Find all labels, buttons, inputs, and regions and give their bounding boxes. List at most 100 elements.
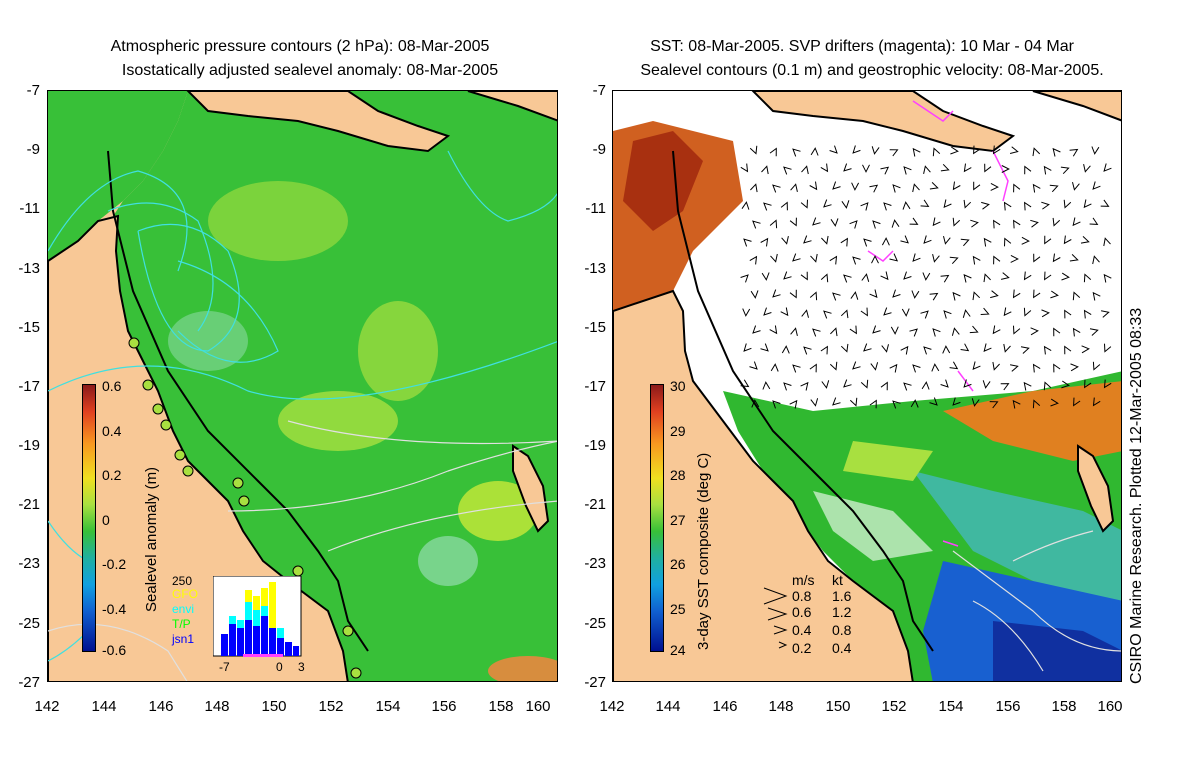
left-ytick-9: -25 [18,615,40,632]
velocity-arrow [743,238,752,247]
velocity-arrow [1069,254,1079,262]
velocity-arrow [840,237,848,247]
left-ytick-8: -23 [18,555,40,572]
velocity-arrow [1003,201,1012,211]
right-ytick-8: -23 [584,555,606,572]
velocity-arrow [892,289,901,298]
left-ytick-10: -27 [18,674,40,691]
velocity-arrow [792,148,801,157]
histogram-xtick-2: 3 [298,660,305,674]
velocity-arrow [880,271,889,281]
velocity-arrow [1044,271,1052,281]
velocity-arrow [863,238,872,247]
velocity-arrow [1100,199,1110,207]
velocity-arrow [829,145,838,154]
velocity-arrow [971,398,980,407]
velocity-arrow [912,183,920,193]
velocity-arrow [850,291,859,300]
velocity-arrow [1081,345,1090,354]
velocity-arrow [770,363,779,372]
velocity-arrow [940,274,950,283]
velocity-arrow [931,363,940,372]
left-ytick-0: -7 [26,82,40,99]
velocity-arrow [920,199,930,207]
velocity-arrow [772,400,781,409]
velocity-arrow [769,147,777,157]
velocity-legend-kt-2: 0.8 [832,622,852,638]
velocity-arrow [963,379,972,388]
velocity-arrow [1013,183,1021,193]
velocity-arrow [862,164,870,173]
velocity-arrow [840,309,849,319]
velocity-arrow [881,344,889,353]
left-xtick-1: 144 [91,698,117,715]
velocity-arrow [809,363,817,373]
velocity-arrow [783,382,792,391]
velocity-arrow [871,146,880,155]
left-xtick-9: 160 [525,698,551,715]
velocity-arrow [940,379,949,388]
sst-cbar-tick-4: 26 [670,556,686,572]
velocity-arrow [749,361,758,370]
velocity-arrow [892,400,901,409]
velocity-arrow [942,345,951,354]
velocity-arrow [880,166,890,175]
right-xtick-6: 154 [938,698,964,715]
velocity-arrow [972,255,981,265]
velocity-arrow [1053,327,1061,337]
velocity-arrow [792,364,801,373]
altimeter-histogram [213,576,302,657]
right-title-line2: Sealevel contours (0.1 m) and geostrophi… [640,62,1104,79]
sst-cbar-tick-0: 30 [670,378,686,394]
right-ytick-4: -15 [584,319,606,336]
velocity-arrow [993,255,1001,265]
velocity-arrow [1020,346,1030,354]
velocity-arrow [810,398,819,407]
velocity-arrow [743,343,752,352]
velocity-arrow [901,308,910,317]
velocity-arrow [1044,235,1052,245]
velocity-arrow [863,343,872,352]
velocity-arrow [943,310,952,319]
velocity-arrow [909,328,918,337]
velocity-arrow [781,235,789,245]
right-xtick-7: 156 [995,698,1021,715]
sealevel-map [48,91,557,681]
velocity-arrow [761,165,769,175]
velocity-arrow [769,219,778,229]
velocity-arrow [1030,219,1039,228]
velocity-arrow [900,235,909,244]
velocity-arrow [780,201,788,211]
velocity-arrow [960,238,970,247]
velocity-arrow [932,147,941,157]
velocity-arrow [740,163,749,173]
velocity-arrow [772,184,781,193]
velocity-arrow [1032,399,1041,409]
right-xtick-5: 152 [881,698,907,715]
velocity-arrow [1013,325,1021,335]
velocity-arrow [1089,217,1099,225]
left-xtick-5: 152 [318,698,344,715]
velocity-arrow [929,182,939,190]
sl-cbar-tick-6: -0.6 [102,642,127,658]
velocity-arrow [740,379,750,388]
sst-colorbar [650,384,664,652]
velocity-arrow [870,362,879,371]
velocity-arrow [1103,273,1112,283]
velocity-arrow [741,201,750,210]
velocity-arrow [1041,201,1050,210]
credit-text: CSIRO Marine Research. Plotted 12-Mar-20… [1128,307,1145,684]
velocity-arrow [1024,165,1032,175]
velocity-arrow [923,346,932,355]
velocity-arrow [843,379,852,388]
velocity-arrow [932,253,940,263]
velocity-arrow [783,166,792,175]
velocity-arrow [769,325,778,335]
velocity-arrow [1092,291,1101,301]
velocity-arrow [820,273,829,283]
sl-cbar-tick-2: 0.2 [102,467,122,483]
velocity-arrow [762,381,771,390]
velocity-arrow [892,184,901,193]
velocity-arrow [750,183,758,193]
velocity-arrow [749,145,758,155]
